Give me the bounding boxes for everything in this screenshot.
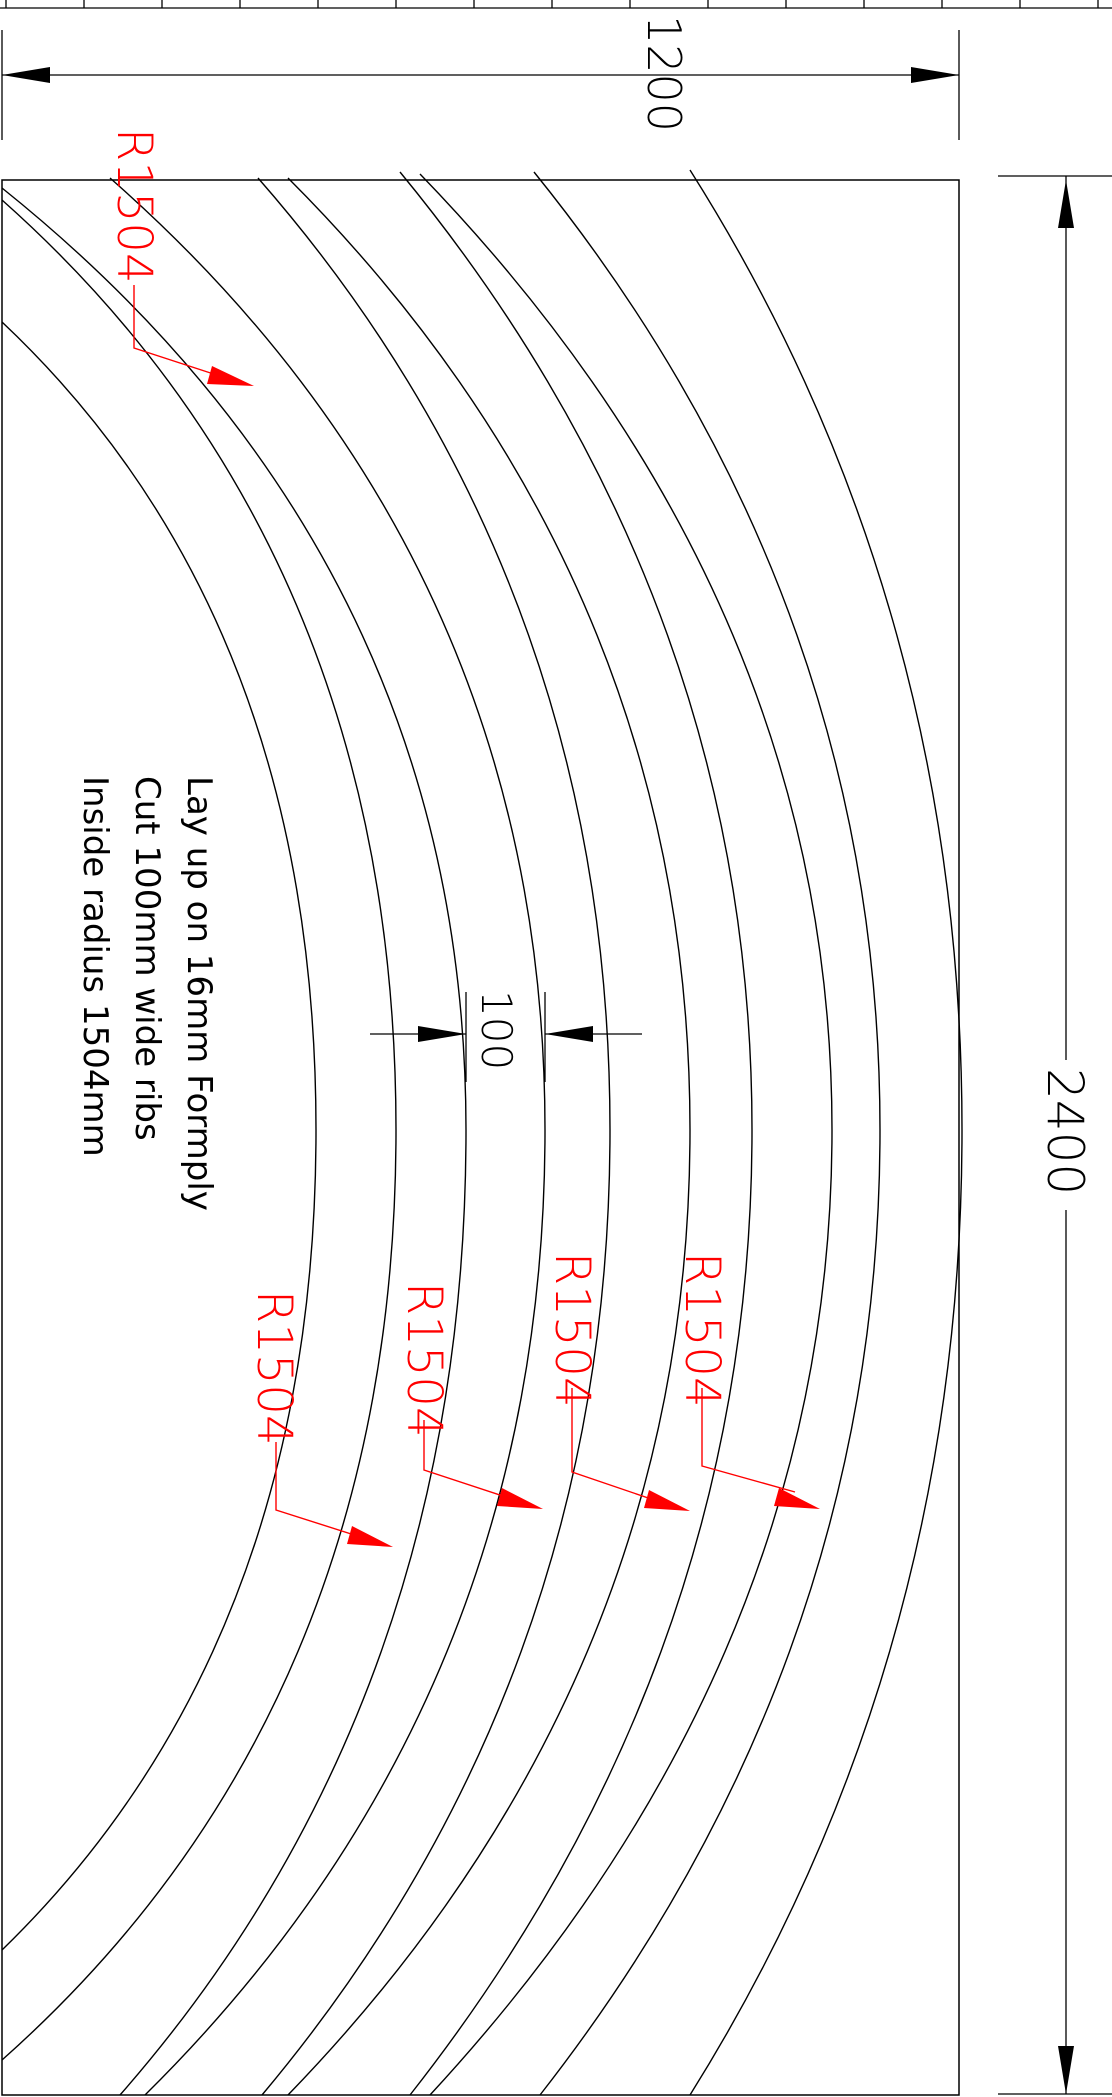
note-cut-ribs: Cut 100mm wide ribs [127,776,167,1141]
rib-arcs [1,169,963,2096]
radius-leaders [133,285,796,1541]
radius-label: R1504 [246,1290,302,1446]
radius-label: R1504 [396,1282,452,1438]
rib-1-outer-arc [1,199,397,2061]
rib-2-inner-arc [1,187,467,2096]
arrowhead-icon [545,1026,593,1042]
rib-4-outer-arc [419,173,833,2096]
width-dimension-text: 1200 [637,15,691,132]
radius-label: R1504 [106,128,162,284]
arrowhead-icon [207,366,254,386]
rib-4-inner-arc [399,171,753,2096]
top-ruler [0,0,1112,9]
radius-label: R1504 [674,1252,730,1408]
arrowhead-icon [347,1526,393,1547]
rib-5-outer-arc [689,169,963,2096]
rib-1-inner-arc [1,321,317,1951]
arrowhead-icon [1058,180,1074,228]
rib-5-inner-arc [533,171,881,2096]
note-layup: Lay up on 16mm Formply [179,776,219,1211]
formply-sheet-outline [1,179,960,2096]
rib-width-dimension-text: 100 [472,990,521,1070]
height-dimension [998,175,1112,2095]
arrowhead-icon [774,1488,820,1509]
height-dimension-text: 2400 [1036,1068,1094,1195]
rib-2-outer-arc [109,177,546,2096]
rib-3-inner-arc [257,177,611,2096]
width-dimension [1,30,960,140]
rib-3-outer-arc [287,177,691,2096]
arrowhead-icon [911,67,959,83]
arrowhead-icon [644,1490,690,1511]
radius-label: R1504 [544,1252,600,1408]
arrowhead-icon [2,67,50,83]
note-inside-radius: Inside radius 1504mm [75,776,115,1157]
arrowhead-icon [497,1488,543,1509]
arrowhead-icon [1058,2046,1074,2094]
arrowhead-icon [418,1026,466,1042]
